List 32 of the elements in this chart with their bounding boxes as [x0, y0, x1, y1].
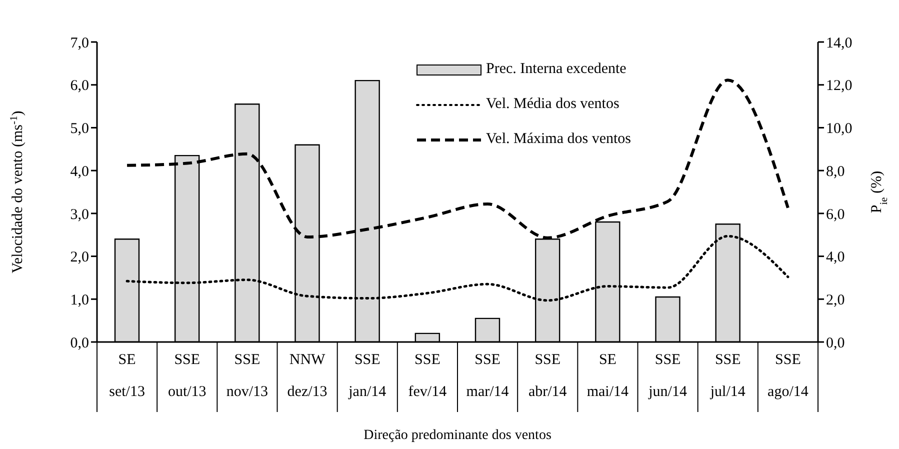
x-tick-label: SSE jul/14: [709, 352, 746, 400]
y2-tick-label: 10,0: [826, 121, 852, 138]
legend-label: Prec. Interna excedente: [486, 61, 626, 78]
y-tick-label: 4,0: [70, 164, 89, 180]
x-tick-label: SSE jun/14: [648, 352, 688, 400]
y2-tick-label: 6,0: [826, 206, 845, 223]
x-tick-label: SE mai/14: [586, 352, 630, 400]
x-tick-label: SSE mar/14: [466, 352, 510, 400]
x-tick-label: SE set/13: [109, 352, 145, 400]
y2-tick-label: 0,0: [826, 335, 845, 352]
y2-tick-label: 8,0: [826, 164, 845, 180]
y-tick-label: 5,0: [70, 121, 89, 138]
x-tick-label: SSE out/13: [168, 352, 206, 400]
x-tick-label: SSE fev/14: [408, 352, 448, 400]
x-tick-label: SSE jan/14: [348, 352, 387, 400]
x-tick-label: SSE ago/14: [768, 352, 809, 400]
x-tick-label: SSE abr/14: [528, 352, 568, 400]
y2-tick-label: 4,0: [826, 250, 845, 266]
x-tick-label: SSE nov/13: [226, 352, 268, 400]
x-tick-label: NNW dez/13: [287, 352, 328, 400]
y-tick-label: 0,0: [70, 335, 89, 352]
y-tick-label: 1,0: [70, 292, 89, 308]
y2-tick-label: 2,0: [826, 292, 845, 308]
y-tick-label: 3,0: [70, 206, 89, 223]
legend-label: Vel. Máxima dos ventos: [486, 131, 631, 148]
y-tick-label: 6,0: [70, 78, 89, 94]
y2-tick-label: 12,0: [826, 78, 852, 94]
y-tick-label: 2,0: [70, 250, 89, 266]
y-tick-label: 7,0: [70, 35, 89, 52]
legend-label: Vel. Média dos ventos: [486, 96, 620, 113]
y2-tick-label: 14,0: [826, 35, 852, 52]
x-axis-title: Direção predominante dos ventos: [364, 428, 552, 443]
